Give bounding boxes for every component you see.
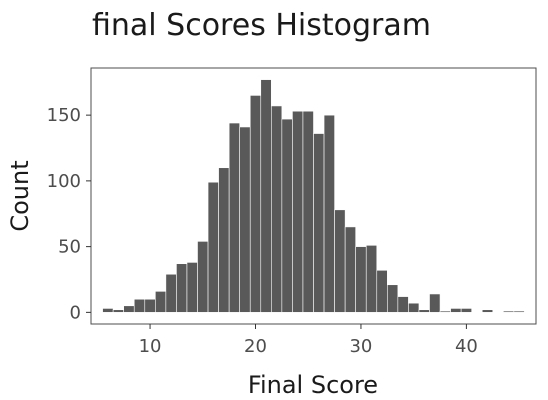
y-tick-label: 0 (70, 302, 81, 323)
histogram-bar (123, 305, 135, 313)
x-tick-label: 40 (455, 336, 478, 357)
x-axis: 10 20 30 40 (139, 324, 478, 357)
histogram-bar (281, 118, 293, 313)
histogram-bar (376, 269, 388, 313)
x-tick-label: 30 (349, 336, 372, 357)
histogram-bar (387, 284, 399, 313)
histogram-bar (313, 133, 325, 313)
histogram-bar (112, 309, 124, 313)
histogram-bar (323, 114, 335, 313)
histogram-bar (481, 309, 494, 313)
histogram-bar (155, 291, 167, 313)
histogram-bar (503, 310, 515, 313)
histogram-bar (439, 310, 451, 313)
histogram-bar (355, 246, 367, 313)
histogram-bar (334, 209, 346, 313)
y-tick-label: 100 (47, 171, 81, 192)
histogram-bar (271, 105, 283, 313)
x-axis-title: Final Score (248, 371, 378, 399)
histogram-bar (344, 226, 356, 313)
histogram-bar (460, 308, 472, 313)
plot-panel-border (90, 67, 537, 325)
histogram-bar (176, 263, 188, 313)
y-tick-label: 150 (47, 105, 81, 126)
histogram-bar (165, 273, 177, 313)
bars-group (102, 79, 525, 313)
histogram-bar (513, 310, 525, 313)
histogram-bar (450, 308, 462, 313)
x-tick-label: 20 (244, 336, 267, 357)
histogram-bar (408, 302, 420, 313)
x-tick-label: 10 (139, 336, 162, 357)
histogram-bar (429, 293, 441, 313)
histogram-bar (102, 308, 114, 313)
histogram-bar (239, 126, 251, 313)
histogram-bar (228, 122, 240, 313)
histogram-bar (144, 298, 156, 313)
y-axis-title: Count (6, 160, 34, 231)
histogram-bar (292, 110, 304, 313)
histogram-bar (397, 296, 409, 313)
y-tick-label: 50 (58, 237, 81, 258)
histogram-bar (197, 241, 209, 313)
y-axis: 0 50 100 150 (47, 105, 91, 323)
histogram-bar (218, 167, 230, 313)
histogram-bar (260, 79, 272, 313)
histogram-bar (186, 262, 198, 313)
histogram-bar (249, 95, 262, 313)
histogram-bar (365, 245, 378, 313)
histogram-bar (207, 181, 219, 313)
histogram-bar (418, 309, 430, 313)
chart-title: final Scores Histogram (92, 8, 431, 43)
histogram-bar (133, 298, 146, 313)
histogram-bar (302, 110, 314, 313)
